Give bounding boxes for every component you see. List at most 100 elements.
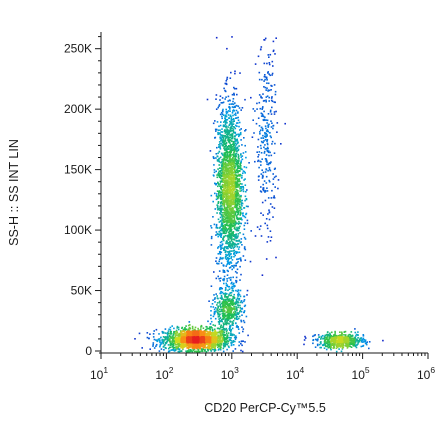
event-dot — [228, 215, 231, 217]
event-dot — [231, 285, 233, 288]
event-dot — [219, 280, 221, 282]
event-dot — [237, 293, 239, 296]
event-dot — [263, 86, 265, 88]
event-dot — [314, 334, 316, 336]
event-dot — [163, 336, 166, 339]
event-dot — [266, 122, 268, 124]
event-dot — [172, 346, 174, 348]
event-dot — [202, 348, 205, 350]
event-dot — [221, 340, 224, 342]
event-dot — [160, 348, 163, 350]
event-dot — [215, 340, 218, 343]
event-dot — [232, 276, 234, 279]
event-dot — [220, 174, 222, 177]
event-dot — [218, 231, 220, 233]
event-dot — [241, 144, 243, 146]
event-dot — [233, 146, 235, 149]
event-dot — [223, 298, 225, 301]
event-dot — [224, 299, 227, 302]
event-dot — [362, 335, 365, 337]
event-dot — [235, 301, 238, 303]
event-dot — [149, 333, 151, 335]
event-dot — [220, 164, 223, 166]
event-dot — [227, 300, 230, 303]
event-dot — [231, 324, 234, 326]
event-dot — [273, 152, 276, 154]
event-dot — [209, 329, 211, 331]
event-dot — [228, 206, 230, 209]
event-dot — [234, 214, 237, 216]
event-dot — [223, 188, 225, 190]
event-dot — [227, 110, 230, 112]
event-dot — [232, 110, 234, 112]
event-dot — [213, 164, 215, 166]
event-dot — [237, 179, 239, 181]
event-dot — [237, 141, 239, 144]
event-dot — [188, 351, 190, 353]
event-dot — [232, 143, 234, 146]
event-dot — [225, 125, 228, 127]
event-dot — [223, 230, 225, 232]
event-dot — [237, 149, 240, 152]
event-dot — [229, 325, 231, 327]
event-dot — [233, 110, 236, 112]
event-dot — [221, 165, 223, 168]
event-dot — [303, 343, 305, 346]
event-dot — [228, 261, 231, 264]
event-dot — [161, 330, 164, 333]
event-dot — [228, 103, 231, 106]
event-dot — [228, 205, 231, 207]
event-dot — [339, 331, 341, 333]
event-dot — [228, 198, 230, 200]
event-dot — [235, 322, 237, 325]
event-dot — [336, 339, 339, 341]
event-dot — [230, 236, 233, 238]
event-dot — [265, 132, 268, 135]
event-dot — [204, 347, 207, 349]
event-dot — [274, 186, 276, 188]
event-dot — [339, 338, 342, 340]
event-dot — [213, 298, 216, 300]
event-dot — [320, 338, 322, 340]
event-dot — [331, 331, 333, 334]
event-dot — [222, 158, 224, 160]
event-dot — [230, 301, 232, 304]
event-dot — [212, 337, 214, 339]
event-dot — [225, 111, 228, 113]
event-dot — [267, 54, 270, 56]
event-dot — [236, 309, 238, 312]
event-dot — [257, 179, 260, 181]
event-dot — [216, 190, 219, 192]
event-dot — [228, 129, 231, 132]
event-dot — [222, 214, 224, 216]
event-dot — [223, 141, 226, 143]
event-dot — [222, 300, 225, 303]
event-dot — [223, 152, 225, 155]
event-dot — [254, 63, 257, 65]
event-dot — [184, 344, 187, 347]
event-dot — [262, 141, 264, 144]
event-dot — [266, 129, 269, 131]
event-dot — [217, 337, 220, 339]
event-dot — [341, 348, 344, 350]
event-dot — [232, 176, 235, 179]
event-dot — [245, 205, 248, 208]
event-dot — [232, 340, 235, 342]
event-dot — [179, 350, 182, 352]
event-dot — [176, 325, 179, 328]
event-dot — [264, 74, 266, 76]
event-dot — [218, 258, 221, 261]
event-dot — [166, 332, 169, 335]
event-dot — [342, 340, 345, 342]
event-dot — [241, 185, 243, 188]
event-dot — [233, 235, 235, 237]
event-dot — [187, 347, 190, 350]
event-dot — [224, 289, 227, 291]
event-dot — [265, 218, 268, 220]
event-dot — [320, 335, 323, 338]
event-dot — [167, 330, 170, 332]
event-dot — [231, 118, 234, 121]
event-dot — [241, 158, 244, 161]
event-dot — [222, 312, 225, 314]
event-dot — [326, 331, 329, 334]
